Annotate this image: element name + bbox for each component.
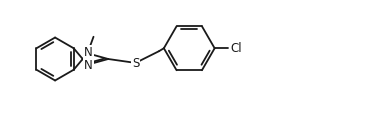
Text: N: N	[84, 46, 93, 59]
Text: S: S	[132, 57, 139, 70]
Text: N: N	[84, 59, 93, 72]
Text: Cl: Cl	[230, 42, 242, 55]
